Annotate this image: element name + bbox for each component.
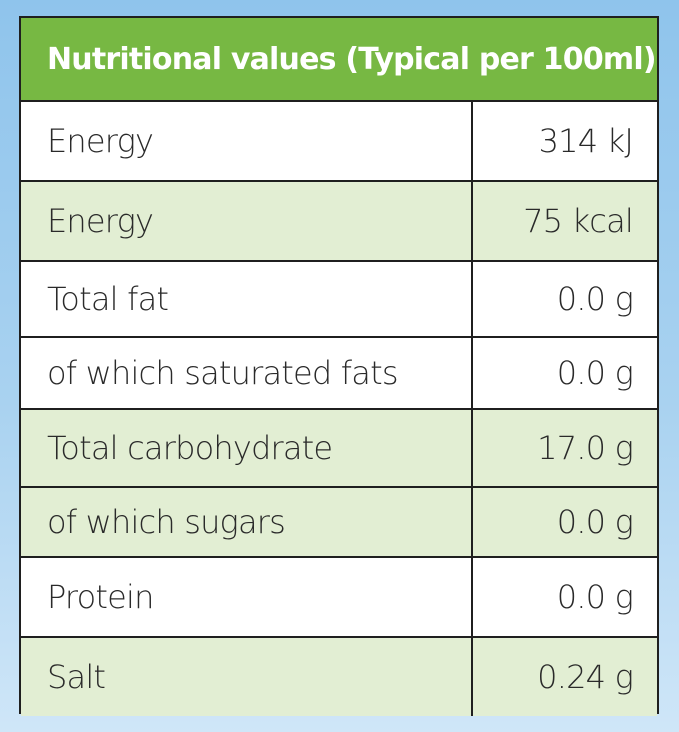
nutrition-table: Nutritional values (Typical per 100ml) E…	[19, 16, 659, 716]
row-label: Energy	[21, 102, 473, 180]
row-label: Protein	[21, 558, 473, 636]
table-row-energy-kj: Energy 314 kJ	[21, 102, 657, 182]
row-label: of which sugars	[21, 488, 473, 556]
table-row-protein: Protein 0.0 g	[21, 558, 657, 638]
row-value: 0.0 g	[556, 354, 634, 392]
row-label: Salt	[21, 638, 473, 716]
row-label: Total carbohydrate	[21, 410, 473, 486]
row-value: 0.24 g	[537, 658, 634, 696]
row-label: Energy	[21, 182, 473, 260]
nutrition-table-title: Nutritional values (Typical per 100ml)	[21, 18, 657, 102]
row-label: of which saturated fats	[21, 338, 473, 408]
row-value: 0.0 g	[556, 578, 634, 616]
row-value: 314 kJ	[538, 122, 634, 160]
table-row-saturated-fats: of which saturated fats 0.0 g	[21, 338, 657, 410]
table-row-sugars: of which sugars 0.0 g	[21, 488, 657, 558]
row-value: 0.0 g	[556, 503, 634, 541]
row-label: Total fat	[21, 262, 473, 336]
row-value: 0.0 g	[556, 280, 634, 318]
row-value: 75 kcal	[523, 202, 634, 240]
table-row-total-carbohydrate: Total carbohydrate 17.0 g	[21, 410, 657, 488]
table-row-energy-kcal: Energy 75 kcal	[21, 182, 657, 262]
table-row-salt: Salt 0.24 g	[21, 638, 657, 716]
table-row-total-fat: Total fat 0.0 g	[21, 262, 657, 338]
row-value: 17.0 g	[537, 429, 634, 467]
